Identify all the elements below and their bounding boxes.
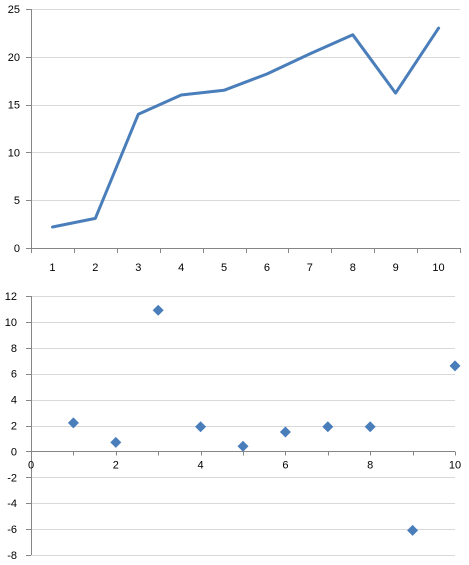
line-chart-x-tick-label: 7 (307, 262, 313, 274)
line-chart-x-tick-label: 9 (393, 262, 399, 274)
scatter-chart-y-tick-label: -6 (7, 524, 17, 536)
line-chart-x-tick-label: 6 (264, 262, 270, 274)
line-chart-y-tick-label: 20 (8, 52, 20, 64)
line-chart-y-tick-label: 15 (8, 100, 20, 112)
scatter-chart-y-tick-label: 10 (5, 317, 17, 329)
scatter-chart-x-tick-label: 6 (282, 459, 288, 471)
scatter-chart-x-tick-label: 0 (28, 459, 34, 471)
line-series (51, 26, 441, 229)
scatter-chart-x-tick-labels: 0 2 4 6 8 10 (28, 459, 461, 471)
scatter-chart-axes (26, 296, 456, 556)
line-chart-x-tick-label: 5 (221, 262, 227, 274)
scatter-chart-x-tick-label: 8 (367, 459, 373, 471)
line-chart-y-tick-label: 5 (14, 195, 20, 207)
scatter-chart: -8 -6 -4 -2 0 2 4 6 8 10 12 0 2 4 6 8 10 (5, 291, 461, 562)
line-chart-x-tick-label: 3 (135, 262, 141, 274)
line-chart-x-tick-label: 4 (178, 262, 184, 274)
scatter-point (237, 440, 249, 452)
scatter-point (279, 426, 291, 438)
scatter-chart-y-tick-label: 6 (11, 369, 17, 381)
scatter-chart-y-tick-label: -8 (7, 550, 17, 562)
scatter-point (195, 421, 207, 433)
line-chart-gridlines (31, 9, 460, 201)
scatter-chart-y-tick-label: 8 (11, 343, 17, 355)
scatter-chart-points (67, 304, 461, 536)
scatter-chart-y-tick-label: 0 (11, 446, 17, 458)
line-chart-y-tick-label: 25 (8, 4, 20, 16)
scatter-chart-x-tick-label: 2 (113, 459, 119, 471)
line-chart-y-tick-label: 0 (14, 243, 20, 255)
scatter-point (449, 360, 461, 372)
scatter-chart-y-tick-label: 12 (5, 291, 17, 303)
line-chart-x-tick-label: 2 (92, 262, 98, 274)
scatter-chart-x-tick-label: 10 (449, 459, 461, 471)
scatter-chart-y-tick-labels: -8 -6 -4 -2 0 2 4 6 8 10 12 (5, 291, 17, 562)
scatter-point (407, 524, 419, 536)
scatter-chart-y-tick-label: 2 (11, 421, 17, 433)
scatter-point (67, 417, 79, 429)
line-chart-y-tick-labels: 0 5 10 15 20 25 (8, 4, 20, 255)
scatter-point (322, 421, 334, 433)
line-chart-y-tick-label: 10 (8, 147, 20, 159)
line-chart-axes (26, 9, 461, 253)
scatter-chart-y-tick-label: 4 (11, 395, 17, 407)
scatter-chart-y-tick-label: -4 (7, 498, 17, 510)
line-chart-x-tick-label: 8 (350, 262, 356, 274)
scatter-point (364, 421, 376, 433)
scatter-chart-y-tick-label: -2 (7, 472, 17, 484)
scatter-chart-gridlines (31, 296, 455, 556)
line-chart-x-tick-label: 1 (49, 262, 55, 274)
line-chart-x-tick-label: 10 (432, 262, 444, 274)
line-chart-x-tick-labels: 1 2 3 4 5 6 7 8 9 10 (49, 262, 444, 274)
scatter-point (110, 436, 122, 448)
scatter-chart-x-tick-label: 4 (198, 459, 204, 471)
scatter-point (152, 304, 164, 316)
line-chart: 0 5 10 15 20 25 1 2 3 4 5 6 7 8 9 10 (8, 4, 461, 274)
line-chart-series (51, 26, 441, 229)
